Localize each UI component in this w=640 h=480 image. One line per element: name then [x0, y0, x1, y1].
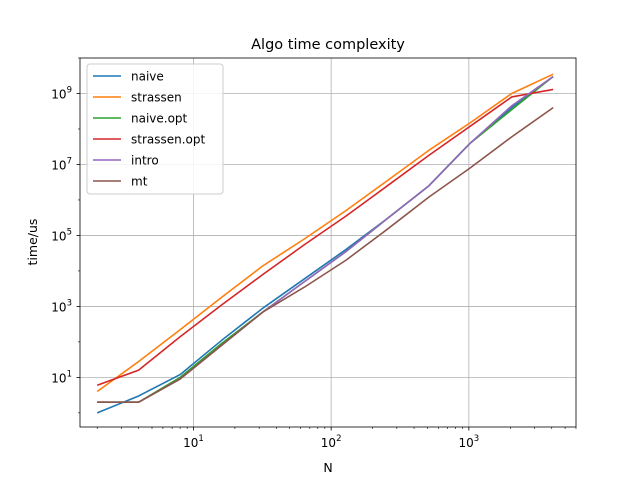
y-tick-label-exp: 7	[67, 156, 72, 166]
legend-label: mt	[131, 175, 148, 189]
x-tick-label: 101	[183, 434, 204, 450]
y-tick-label-exp: 1	[67, 369, 72, 379]
y-tick-label: 103	[51, 298, 72, 314]
y-tick-label-exp: 9	[67, 85, 72, 95]
x-tick-label-base: 10	[458, 436, 473, 450]
series-line-mt	[97, 106, 554, 404]
legend-frame	[86, 63, 224, 195]
y-axis-label: time/us	[25, 219, 40, 266]
y-tick-label-base: 10	[51, 371, 66, 385]
plot-frame	[79, 57, 577, 428]
x-tick-label-exp: 3	[474, 434, 479, 444]
y-tick-label-base: 10	[51, 87, 66, 101]
chart-title: Algo time complexity	[251, 37, 405, 53]
y-tick-label-exp: 3	[67, 298, 72, 308]
y-tick-label: 109	[51, 85, 72, 101]
series-lines	[96, 73, 554, 414]
legend-label: strassen	[131, 91, 182, 105]
x-axis-label: N	[323, 460, 332, 475]
y-tick-label: 107	[51, 156, 72, 172]
x-tick-label: 103	[458, 434, 479, 450]
x-tick-label-base: 10	[183, 436, 198, 450]
y-tick-label-base: 10	[51, 229, 66, 243]
legend-label: intro	[131, 154, 159, 168]
legend-label: strassen.opt	[131, 133, 206, 147]
y-tick-label: 101	[51, 369, 72, 385]
legend-label: naive.opt	[131, 112, 188, 126]
legend: naive strassen naive.opt strassen.opt intro m…	[86, 63, 224, 195]
x-tick-label-exp: 2	[336, 434, 341, 444]
x-tick-label: 102	[321, 434, 342, 450]
series-line-strassen	[96, 73, 554, 393]
y-tick-label-exp: 5	[67, 227, 72, 237]
legend-label: naive	[131, 70, 164, 84]
x-tick-label-exp: 1	[198, 434, 203, 444]
y-tick-label: 105	[51, 227, 72, 243]
x-tick-label-base: 10	[321, 436, 336, 450]
y-tick-label-base: 10	[51, 300, 66, 314]
series-line-strassen-opt	[96, 88, 554, 387]
y-tick-label-base: 10	[51, 158, 66, 172]
